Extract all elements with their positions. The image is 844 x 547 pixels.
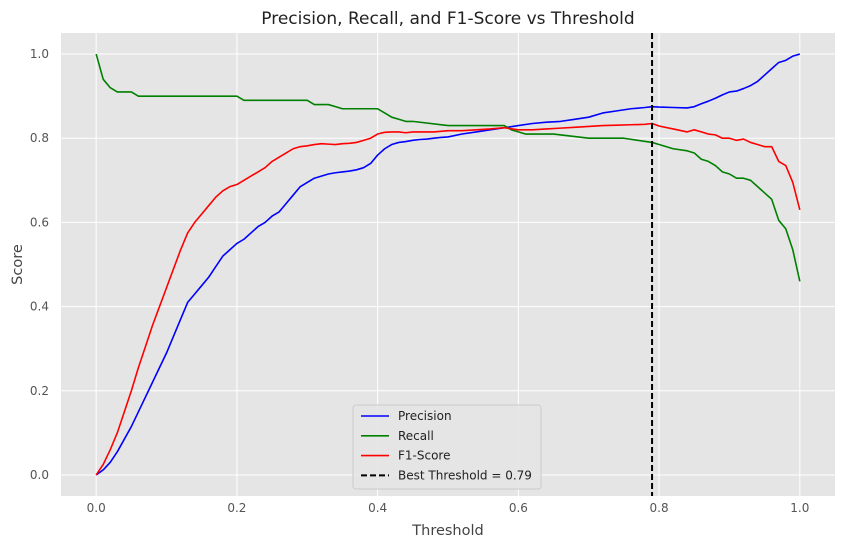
recall-line (95, 53, 801, 282)
x-tick-label: 0.2 (227, 501, 246, 515)
y-tick-label: 0.0 (30, 468, 49, 482)
y-tick-label: 0.8 (30, 131, 49, 145)
y-axis-ticks: 0.0 0.2 0.4 0.6 0.8 1.0 (30, 47, 49, 482)
chart-title: Precision, Recall, and F1-Score vs Thres… (261, 9, 634, 29)
legend: Precision Recall F1-Score Best Threshold = … (352, 404, 542, 490)
legend-label-precision: Precision (398, 409, 452, 423)
f1-score-line (95, 122, 801, 476)
legend-box (352, 404, 542, 490)
legend-label-f1-score: F1-Score (398, 449, 450, 463)
x-tick-label: 0.0 (87, 501, 106, 515)
x-axis-label: Threshold (411, 523, 483, 539)
y-tick-label: 0.6 (30, 215, 49, 229)
precision-line (95, 53, 801, 476)
legend-label-best-threshold-0-79: Best Threshold = 0.79 (398, 468, 532, 482)
series-layer (95, 33, 801, 496)
y-tick-label: 0.4 (30, 300, 49, 314)
x-tick-label: 1.0 (790, 501, 809, 515)
x-tick-label: 0.4 (368, 501, 387, 515)
y-tick-label: 0.2 (30, 384, 49, 398)
y-tick-label: 1.0 (30, 47, 49, 61)
x-tick-label: 0.6 (509, 501, 528, 515)
legend-label-recall: Recall (398, 429, 434, 443)
x-tick-label: 0.8 (650, 501, 669, 515)
x-axis-ticks: 0.0 0.2 0.4 0.6 0.8 1.0 (87, 501, 810, 515)
y-axis-label: Score (10, 244, 26, 285)
